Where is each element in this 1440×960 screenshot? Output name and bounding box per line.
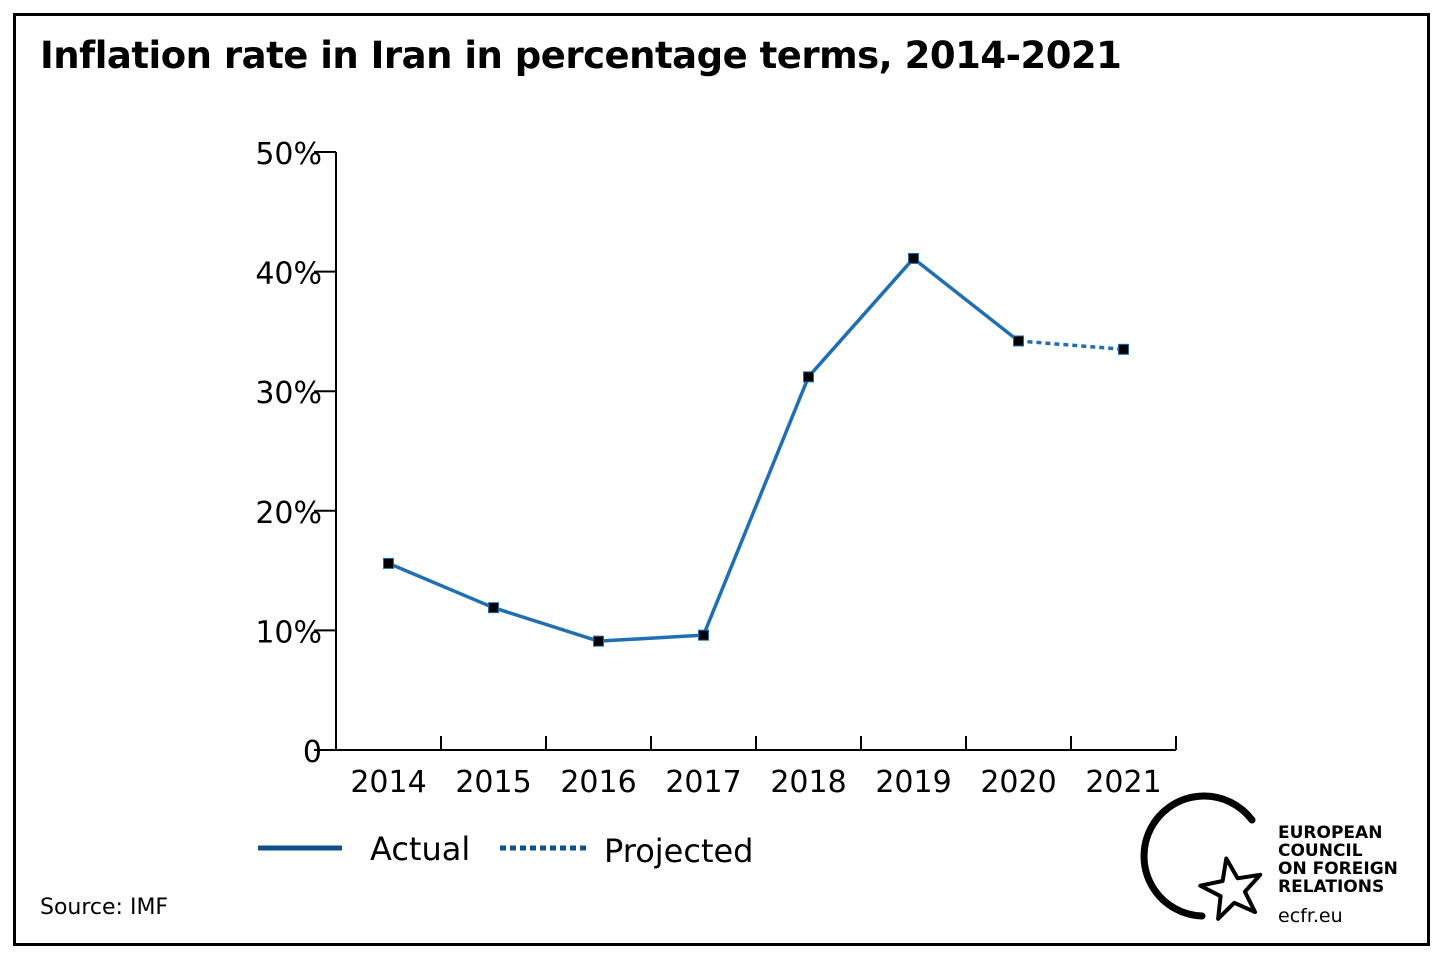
chart-frame: [13, 13, 1430, 946]
series-line-actual: [387, 256, 1020, 643]
legend-label-projected: Projected: [604, 832, 753, 870]
x-axis-ticks: 2014 2015 2016 2017 2018 2019 2020 2021: [350, 736, 1177, 800]
y-tick-label: 40%: [255, 257, 322, 292]
data-point-marker: [803, 371, 814, 383]
data-point-marker: [593, 635, 604, 647]
data-point-marker: [698, 629, 709, 641]
legend-label-actual: Actual: [370, 830, 470, 868]
data-point-marker: [908, 252, 919, 264]
y-axis-ticks: 0 10% 20% 30% 40% 50%: [255, 137, 336, 770]
series-line-projected: [1018, 339, 1124, 352]
x-tick-label: 2014: [350, 765, 426, 800]
data-point-marker: [1118, 343, 1129, 355]
x-tick-label: 2017: [665, 765, 741, 800]
axes: [335, 152, 1176, 751]
chart-title: Inflation rate in Iran in percentage ter…: [40, 34, 1122, 77]
logo-text-line: RELATIONS: [1278, 877, 1384, 897]
y-tick-label: 0: [303, 735, 322, 770]
x-tick-label: 2018: [770, 765, 846, 800]
x-tick-label: 2016: [560, 765, 636, 800]
series-group: [383, 252, 1129, 647]
logo-text-line: ON FOREIGN: [1278, 859, 1398, 879]
x-tick-label: 2020: [980, 765, 1056, 800]
data-point-marker: [1013, 335, 1024, 347]
star-in-circle-icon: [1140, 792, 1263, 921]
data-point-marker: [488, 602, 499, 614]
y-tick-label: 10%: [255, 615, 322, 650]
x-tick-label: 2021: [1085, 765, 1161, 800]
y-tick-label: 20%: [255, 496, 322, 531]
logo-url: ecfr.eu: [1278, 905, 1343, 927]
logo-text-line: COUNCIL: [1278, 841, 1363, 861]
logo-text-line: EUROPEAN: [1278, 823, 1382, 843]
y-tick-label: 50%: [255, 137, 322, 172]
data-point-marker: [383, 557, 394, 569]
source-note: Source: IMF: [40, 895, 169, 920]
legend: Actual Projected: [258, 830, 753, 870]
x-tick-label: 2019: [875, 765, 951, 800]
x-tick-label: 2015: [455, 765, 531, 800]
y-tick-label: 30%: [255, 376, 322, 411]
